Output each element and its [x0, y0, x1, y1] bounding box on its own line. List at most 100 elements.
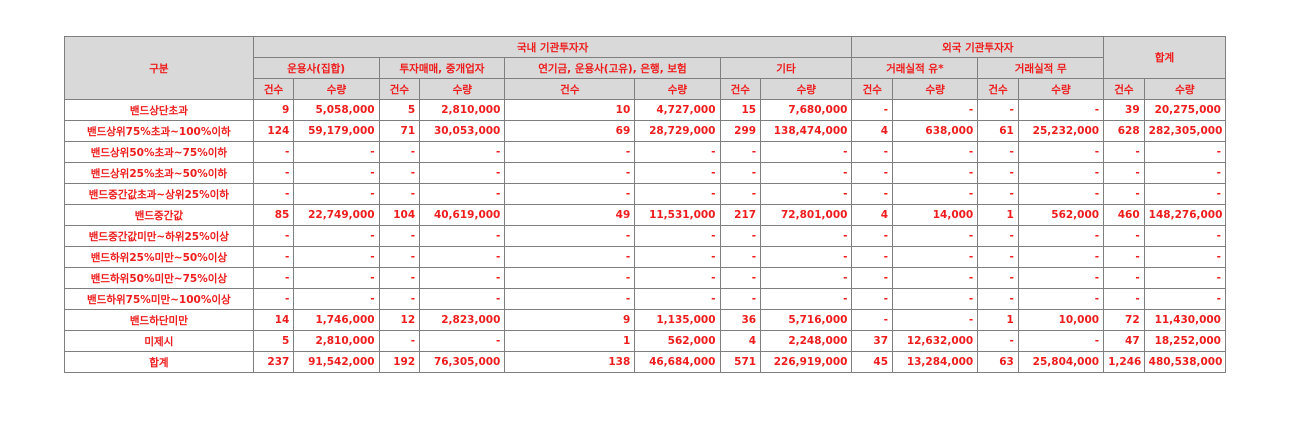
count-cell: - — [851, 225, 894, 247]
row-label: 밴드하위50%미만~75%이상 — [64, 267, 254, 289]
count-cell: 12 — [378, 309, 421, 331]
count-cell: 104 — [378, 204, 421, 226]
quantity-cell: 72,801,000 — [760, 204, 853, 226]
count-cell: 1 — [977, 204, 1019, 226]
count-cell: - — [977, 141, 1019, 163]
quantity-cell: - — [634, 288, 721, 310]
subgroup-header: 거래실적 유* — [851, 57, 979, 79]
table-row: 밴드상위50%초과~75%이하 - - - - - - - - - - - - - - — [64, 141, 1227, 163]
quantity-cell: - — [293, 246, 380, 268]
quantity-cell: - — [634, 183, 721, 205]
row-label: 밴드하위75%미만~100%이상 — [64, 288, 254, 310]
count-cell: 45 — [851, 351, 894, 373]
row-label: 밴드중간값 — [64, 204, 254, 226]
quantity-cell: - — [1017, 330, 1105, 352]
quantity-cell: 2,810,000 — [293, 330, 380, 352]
quantity-cell: - — [1143, 288, 1227, 310]
quantity-cell: - — [293, 183, 380, 205]
count-cell: - — [719, 162, 762, 184]
count-cell: 299 — [719, 120, 762, 142]
quantity-cell: - — [760, 225, 853, 247]
quantity-cell: - — [634, 162, 721, 184]
table-row: 밴드상위75%초과~100%이하 124 59,179,000 71 30,053,00… — [64, 120, 1227, 142]
quantity-cell: - — [634, 225, 721, 247]
quantity-cell: - — [1017, 288, 1105, 310]
count-cell: 237 — [252, 351, 295, 373]
quantity-cell: - — [293, 225, 380, 247]
count-cell: 15 — [719, 99, 762, 121]
category-header: 구분 — [64, 36, 254, 100]
quantity-cell: 14,000 — [892, 204, 979, 226]
table-row: 밴드중간값초과~상위25%이하 - - - - - - - - - - - - - - — [64, 183, 1227, 205]
quantity-column-header: 수량 — [634, 78, 721, 100]
quantity-cell: 76,305,000 — [419, 351, 506, 373]
count-cell: 628 — [1103, 120, 1145, 142]
quantity-cell: - — [634, 246, 721, 268]
quantity-cell: 30,053,000 — [419, 120, 506, 142]
count-column-header: 건수 — [977, 78, 1019, 100]
count-cell: 1,246 — [1103, 351, 1145, 373]
count-cell: - — [719, 183, 762, 205]
quantity-cell: - — [892, 183, 979, 205]
quantity-cell: - — [419, 162, 506, 184]
row-label: 밴드하위25%미만~50%이상 — [64, 246, 254, 268]
quantity-cell: 562,000 — [1017, 204, 1105, 226]
count-cell: - — [252, 162, 295, 184]
quantity-cell: 40,619,000 — [419, 204, 506, 226]
quantity-cell: 2,810,000 — [419, 99, 506, 121]
count-cell: 1 — [977, 309, 1019, 331]
count-cell: 9 — [252, 99, 295, 121]
count-cell: - — [504, 288, 636, 310]
quantity-cell: 4,727,000 — [634, 99, 721, 121]
quantity-cell: 18,252,000 — [1143, 330, 1227, 352]
quantity-cell: 1,135,000 — [634, 309, 721, 331]
count-column-header: 건수 — [1103, 78, 1145, 100]
table-row: 밴드중간값미만~하위25%이상 - - - - - - - - - - - - - - — [64, 225, 1227, 247]
count-cell: 4 — [851, 120, 894, 142]
count-cell: - — [378, 141, 421, 163]
quantity-cell: - — [634, 267, 721, 289]
count-cell: - — [378, 288, 421, 310]
quantity-cell: - — [760, 141, 853, 163]
count-cell: 4 — [851, 204, 894, 226]
subgroup-header: 운용사(집합) — [252, 57, 380, 79]
count-column-header: 건수 — [719, 78, 762, 100]
count-cell: 61 — [977, 120, 1019, 142]
quantity-cell: - — [1017, 246, 1105, 268]
count-cell: 49 — [504, 204, 636, 226]
quantity-cell: 22,749,000 — [293, 204, 380, 226]
count-column-header: 건수 — [851, 78, 894, 100]
quantity-cell: - — [892, 267, 979, 289]
count-column-header: 건수 — [378, 78, 421, 100]
count-cell: - — [977, 99, 1019, 121]
quantity-cell: 11,531,000 — [634, 204, 721, 226]
count-cell: - — [504, 267, 636, 289]
quantity-cell: - — [760, 162, 853, 184]
count-cell: 138 — [504, 351, 636, 373]
quantity-cell: - — [1143, 246, 1227, 268]
quantity-cell: - — [1143, 141, 1227, 163]
quantity-column-header: 수량 — [293, 78, 380, 100]
table-row: 밴드하단미만 14 1,746,000 12 2,823,000 9 1,135,000 36… — [64, 309, 1227, 331]
quantity-cell: 59,179,000 — [293, 120, 380, 142]
quantity-cell: 148,276,000 — [1143, 204, 1227, 226]
count-cell: - — [977, 183, 1019, 205]
count-cell: - — [851, 183, 894, 205]
table-row: 밴드중간값 85 22,749,000 104 40,619,000 49 11,531,0… — [64, 204, 1227, 226]
count-cell: - — [378, 246, 421, 268]
count-cell: - — [719, 141, 762, 163]
count-cell: 1 — [504, 330, 636, 352]
count-column-header: 건수 — [252, 78, 295, 100]
subgroup-header: 투자매매, 중개업자 — [378, 57, 506, 79]
count-cell: - — [378, 162, 421, 184]
quantity-cell: 13,284,000 — [892, 351, 979, 373]
total-header: 합계 — [1103, 36, 1226, 79]
subgroup-header: 거래실적 무 — [977, 57, 1105, 79]
quantity-cell: 25,232,000 — [1017, 120, 1105, 142]
quantity-cell: - — [419, 141, 506, 163]
count-cell: - — [977, 288, 1019, 310]
table-body: 밴드상단초과 9 5,058,000 5 2,810,000 10 4,727,000 15 7… — [64, 99, 1227, 373]
quantity-cell: - — [293, 162, 380, 184]
count-cell: - — [252, 141, 295, 163]
table-row: 밴드하위50%미만~75%이상 - - - - - - - - - - - - - - — [64, 267, 1227, 289]
